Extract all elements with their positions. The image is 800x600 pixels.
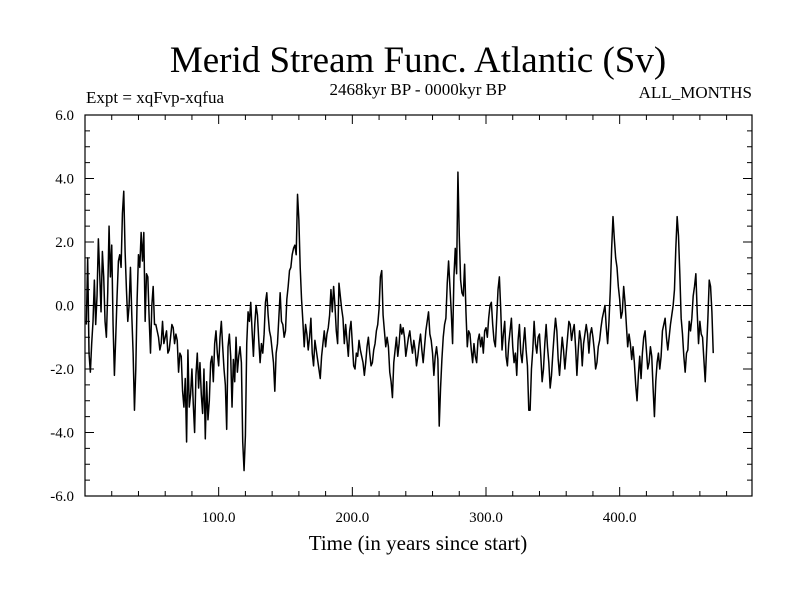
y-tick-label: 2.0 — [55, 235, 74, 251]
months-label: ALL_MONTHS — [639, 83, 752, 102]
x-axis: 100.0 200.0 300.0 400.0 — [111, 115, 728, 526]
experiment-label: Expt = xqFvp-xqfua — [86, 88, 224, 107]
y-tick-label: -6.0 — [50, 489, 74, 505]
time-range-label: 2468kyr BP - 0000kyr BP — [330, 80, 507, 99]
y-axis: -6.0 -4.0 -2.0 0.0 2.0 4.0 6.0 — [50, 108, 752, 505]
y-tick-label: -4.0 — [50, 426, 74, 442]
y-tick-label: 0.0 — [55, 299, 74, 315]
chart-title: Merid Stream Func. Atlantic (Sv) — [170, 40, 666, 81]
x-tick-label: 100.0 — [202, 510, 236, 526]
y-tick-label: -2.0 — [50, 362, 74, 378]
x-tick-label: 400.0 — [603, 510, 637, 526]
x-axis-label: Time (in years since start) — [309, 531, 528, 555]
x-tick-label: 200.0 — [335, 510, 369, 526]
x-tick-label: 300.0 — [469, 510, 503, 526]
y-tick-label: 4.0 — [55, 172, 74, 188]
y-tick-label: 6.0 — [55, 108, 74, 124]
series-line — [85, 171, 714, 472]
